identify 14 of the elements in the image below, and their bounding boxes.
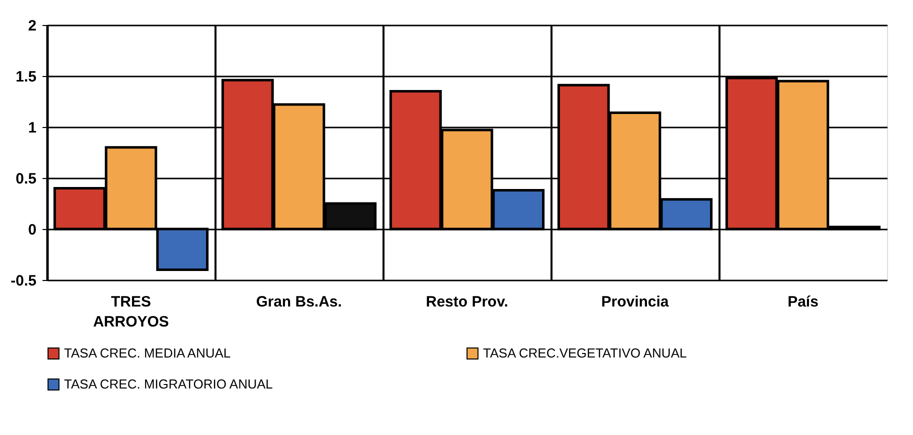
y-tick-label: 0 [28,222,36,238]
legend-label: TASA CREC. MIGRATORIO ANUAL [64,376,273,392]
x-tick-label: TRES ARROYOS [93,294,169,330]
legend-label: TASA CREC.VEGETATIVO ANUAL [483,346,687,361]
y-tick-label: 1 [28,120,36,136]
x-tick-label: Gran Bs.As. [256,294,342,310]
x-tick-label: Provincia [601,294,670,310]
x-tick-label: Resto Prov. [426,294,508,310]
y-tick-label: 0.5 [16,170,36,188]
y-tick-label: 2 [28,18,36,34]
y-tick-label: -0.5 [10,272,36,290]
legend-label: TASA CREC. MEDIA ANUAL [64,346,231,361]
y-tick-label: 1.5 [16,68,36,86]
x-tick-label: País [788,294,818,310]
